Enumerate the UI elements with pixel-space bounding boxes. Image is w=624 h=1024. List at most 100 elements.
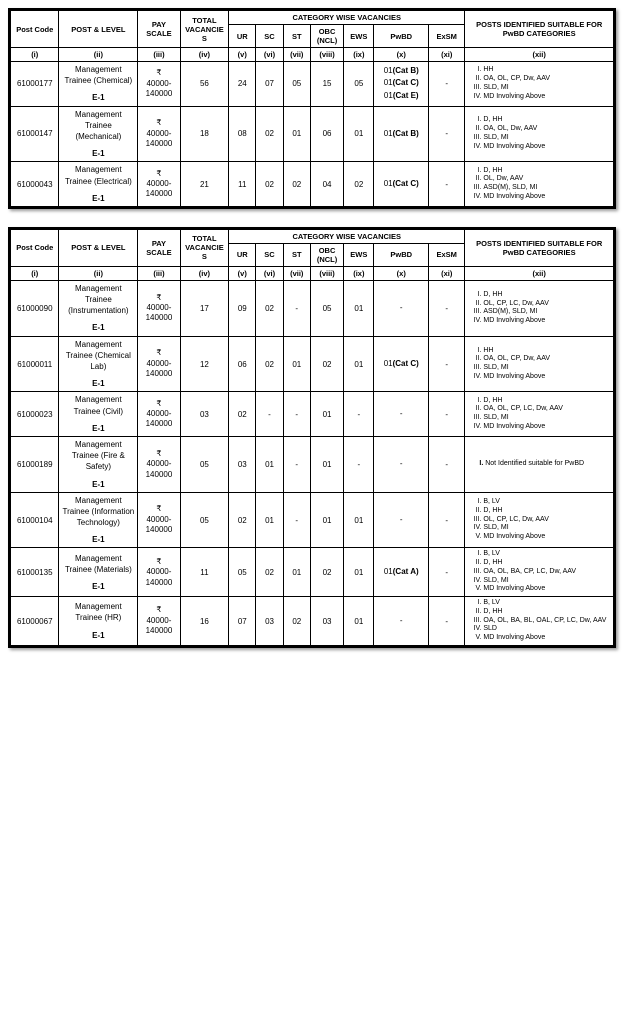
h-postlevel: POST & LEVEL <box>59 11 138 48</box>
cell-post: Management Trainee (Electrical)E-1 <box>59 162 138 207</box>
cell-code: 61000067 <box>11 597 59 646</box>
cell-obc: 02 <box>310 336 343 392</box>
cell-post: Management Trainee (Information Technolo… <box>59 492 138 548</box>
cell-st: - <box>283 392 310 437</box>
cell-ews: 01 <box>344 106 374 162</box>
table-1-head: Post Code POST & LEVEL PAY SCALE TOTAL V… <box>11 11 614 62</box>
h-pwbd: PwBD <box>374 243 429 266</box>
cell-obc: 02 <box>310 548 343 597</box>
roman-3: (iv) <box>180 48 228 62</box>
roman-9: (x) <box>374 266 429 280</box>
cell-pwbd: - <box>374 280 429 336</box>
roman-11: (xii) <box>465 48 614 62</box>
table-row: 61000104 Management Trainee (Information… <box>11 492 614 548</box>
h-exsm: ExSM <box>429 25 465 48</box>
cell-obc: 01 <box>310 392 343 437</box>
cell-obc: 03 <box>310 597 343 646</box>
cell-ur: 07 <box>229 597 256 646</box>
cell-obc: 01 <box>310 492 343 548</box>
roman-0: (i) <box>11 266 59 280</box>
roman-8: (ix) <box>344 48 374 62</box>
cell-suitable: I. Not Identified suitable for PwBD <box>465 436 614 492</box>
cell-ews: 01 <box>344 597 374 646</box>
table-row: 61000090 Management Trainee (Instrumenta… <box>11 280 614 336</box>
cell-st: - <box>283 492 310 548</box>
cell-sc: 02 <box>256 548 283 597</box>
cell-pwbd: - <box>374 597 429 646</box>
table-1: Post Code POST & LEVEL PAY SCALE TOTAL V… <box>10 10 614 207</box>
cell-st: - <box>283 436 310 492</box>
cell-code: 61000011 <box>11 336 59 392</box>
cell-post: Management Trainee (Chemical Lab)E-1 <box>59 336 138 392</box>
roman-7: (viii) <box>310 48 343 62</box>
cell-pay: ₹40000-140000 <box>138 392 180 437</box>
cell-total: 21 <box>180 162 228 207</box>
roman-3: (iv) <box>180 266 228 280</box>
cell-total: 56 <box>180 62 228 107</box>
cell-exsm: - <box>429 336 465 392</box>
cell-pay: ₹40000-140000 <box>138 62 180 107</box>
cell-ur: 02 <box>229 392 256 437</box>
roman-0: (i) <box>11 48 59 62</box>
h-ur: UR <box>229 25 256 48</box>
cell-pwbd: 01(Cat B)01(Cat C)01(Cat E) <box>374 62 429 107</box>
cell-pay: ₹40000-140000 <box>138 597 180 646</box>
h-ur: UR <box>229 243 256 266</box>
cell-sc: 02 <box>256 280 283 336</box>
table-row: 61000023 Management Trainee (Civil)E-1 ₹… <box>11 392 614 437</box>
h-ews: EWS <box>344 243 374 266</box>
cell-ews: 05 <box>344 62 374 107</box>
cell-st: 02 <box>283 597 310 646</box>
cell-sc: 01 <box>256 492 283 548</box>
roman-10: (xi) <box>429 266 465 280</box>
h-payscale: PAY SCALE <box>138 11 180 48</box>
roman-5: (vi) <box>256 48 283 62</box>
cell-total: 05 <box>180 436 228 492</box>
cell-ur: 11 <box>229 162 256 207</box>
cell-pay: ₹40000-140000 <box>138 492 180 548</box>
h-ews: EWS <box>344 25 374 48</box>
cell-sc: 01 <box>256 436 283 492</box>
h-sc: SC <box>256 243 283 266</box>
h-totalvac: TOTAL VACANCIES <box>180 229 228 266</box>
roman-1: (ii) <box>59 266 138 280</box>
cell-sc: 07 <box>256 62 283 107</box>
h-exsm: ExSM <box>429 243 465 266</box>
h-obc: OBC (NCL) <box>310 243 343 266</box>
h-totalvac: TOTAL VACANCIES <box>180 11 228 48</box>
cell-ews: - <box>344 436 374 492</box>
cell-pay: ₹40000-140000 <box>138 162 180 207</box>
cell-pwbd: 01(Cat B) <box>374 106 429 162</box>
cell-st: 05 <box>283 62 310 107</box>
cell-pay: ₹40000-140000 <box>138 548 180 597</box>
cell-sc: 03 <box>256 597 283 646</box>
cell-post: Management Trainee (HR)E-1 <box>59 597 138 646</box>
cell-sc: - <box>256 392 283 437</box>
cell-st: 01 <box>283 548 310 597</box>
h-postcode: Post Code <box>11 11 59 48</box>
cell-ur: 09 <box>229 280 256 336</box>
table-row: 61000147 Management Trainee (Mechanical)… <box>11 106 614 162</box>
cell-exsm: - <box>429 106 465 162</box>
table-row: 61000189 Management Trainee (Fire & Safe… <box>11 436 614 492</box>
cell-pay: ₹40000-140000 <box>138 336 180 392</box>
cell-suitable: D, HHOL, Dw, AAVASD(M), SLD, MIMD Involv… <box>465 162 614 207</box>
table-row: 61000177 Management Trainee (Chemical)E-… <box>11 62 614 107</box>
cell-pwbd: 01(Cat A) <box>374 548 429 597</box>
cell-exsm: - <box>429 280 465 336</box>
h-catwise: CATEGORY WISE VACANCIES <box>229 229 465 243</box>
cell-pwbd: 01(Cat C) <box>374 336 429 392</box>
h-pwbd: PwBD <box>374 25 429 48</box>
cell-ews: 02 <box>344 162 374 207</box>
h-suitable: POSTS IDENTIFIED SUITABLE FOR PwBD CATEG… <box>465 229 614 266</box>
table-row: 61000067 Management Trainee (HR)E-1 ₹400… <box>11 597 614 646</box>
roman-4: (v) <box>229 48 256 62</box>
cell-pay: ₹40000-140000 <box>138 106 180 162</box>
roman-6: (vii) <box>283 266 310 280</box>
h-st: ST <box>283 243 310 266</box>
roman-5: (vi) <box>256 266 283 280</box>
cell-post: Management Trainee (Materials)E-1 <box>59 548 138 597</box>
cell-ur: 03 <box>229 436 256 492</box>
cell-suitable: D, HHOA, OL, CP, LC, Dw, AAVSLD, MIMD In… <box>465 392 614 437</box>
cell-ews: 01 <box>344 280 374 336</box>
